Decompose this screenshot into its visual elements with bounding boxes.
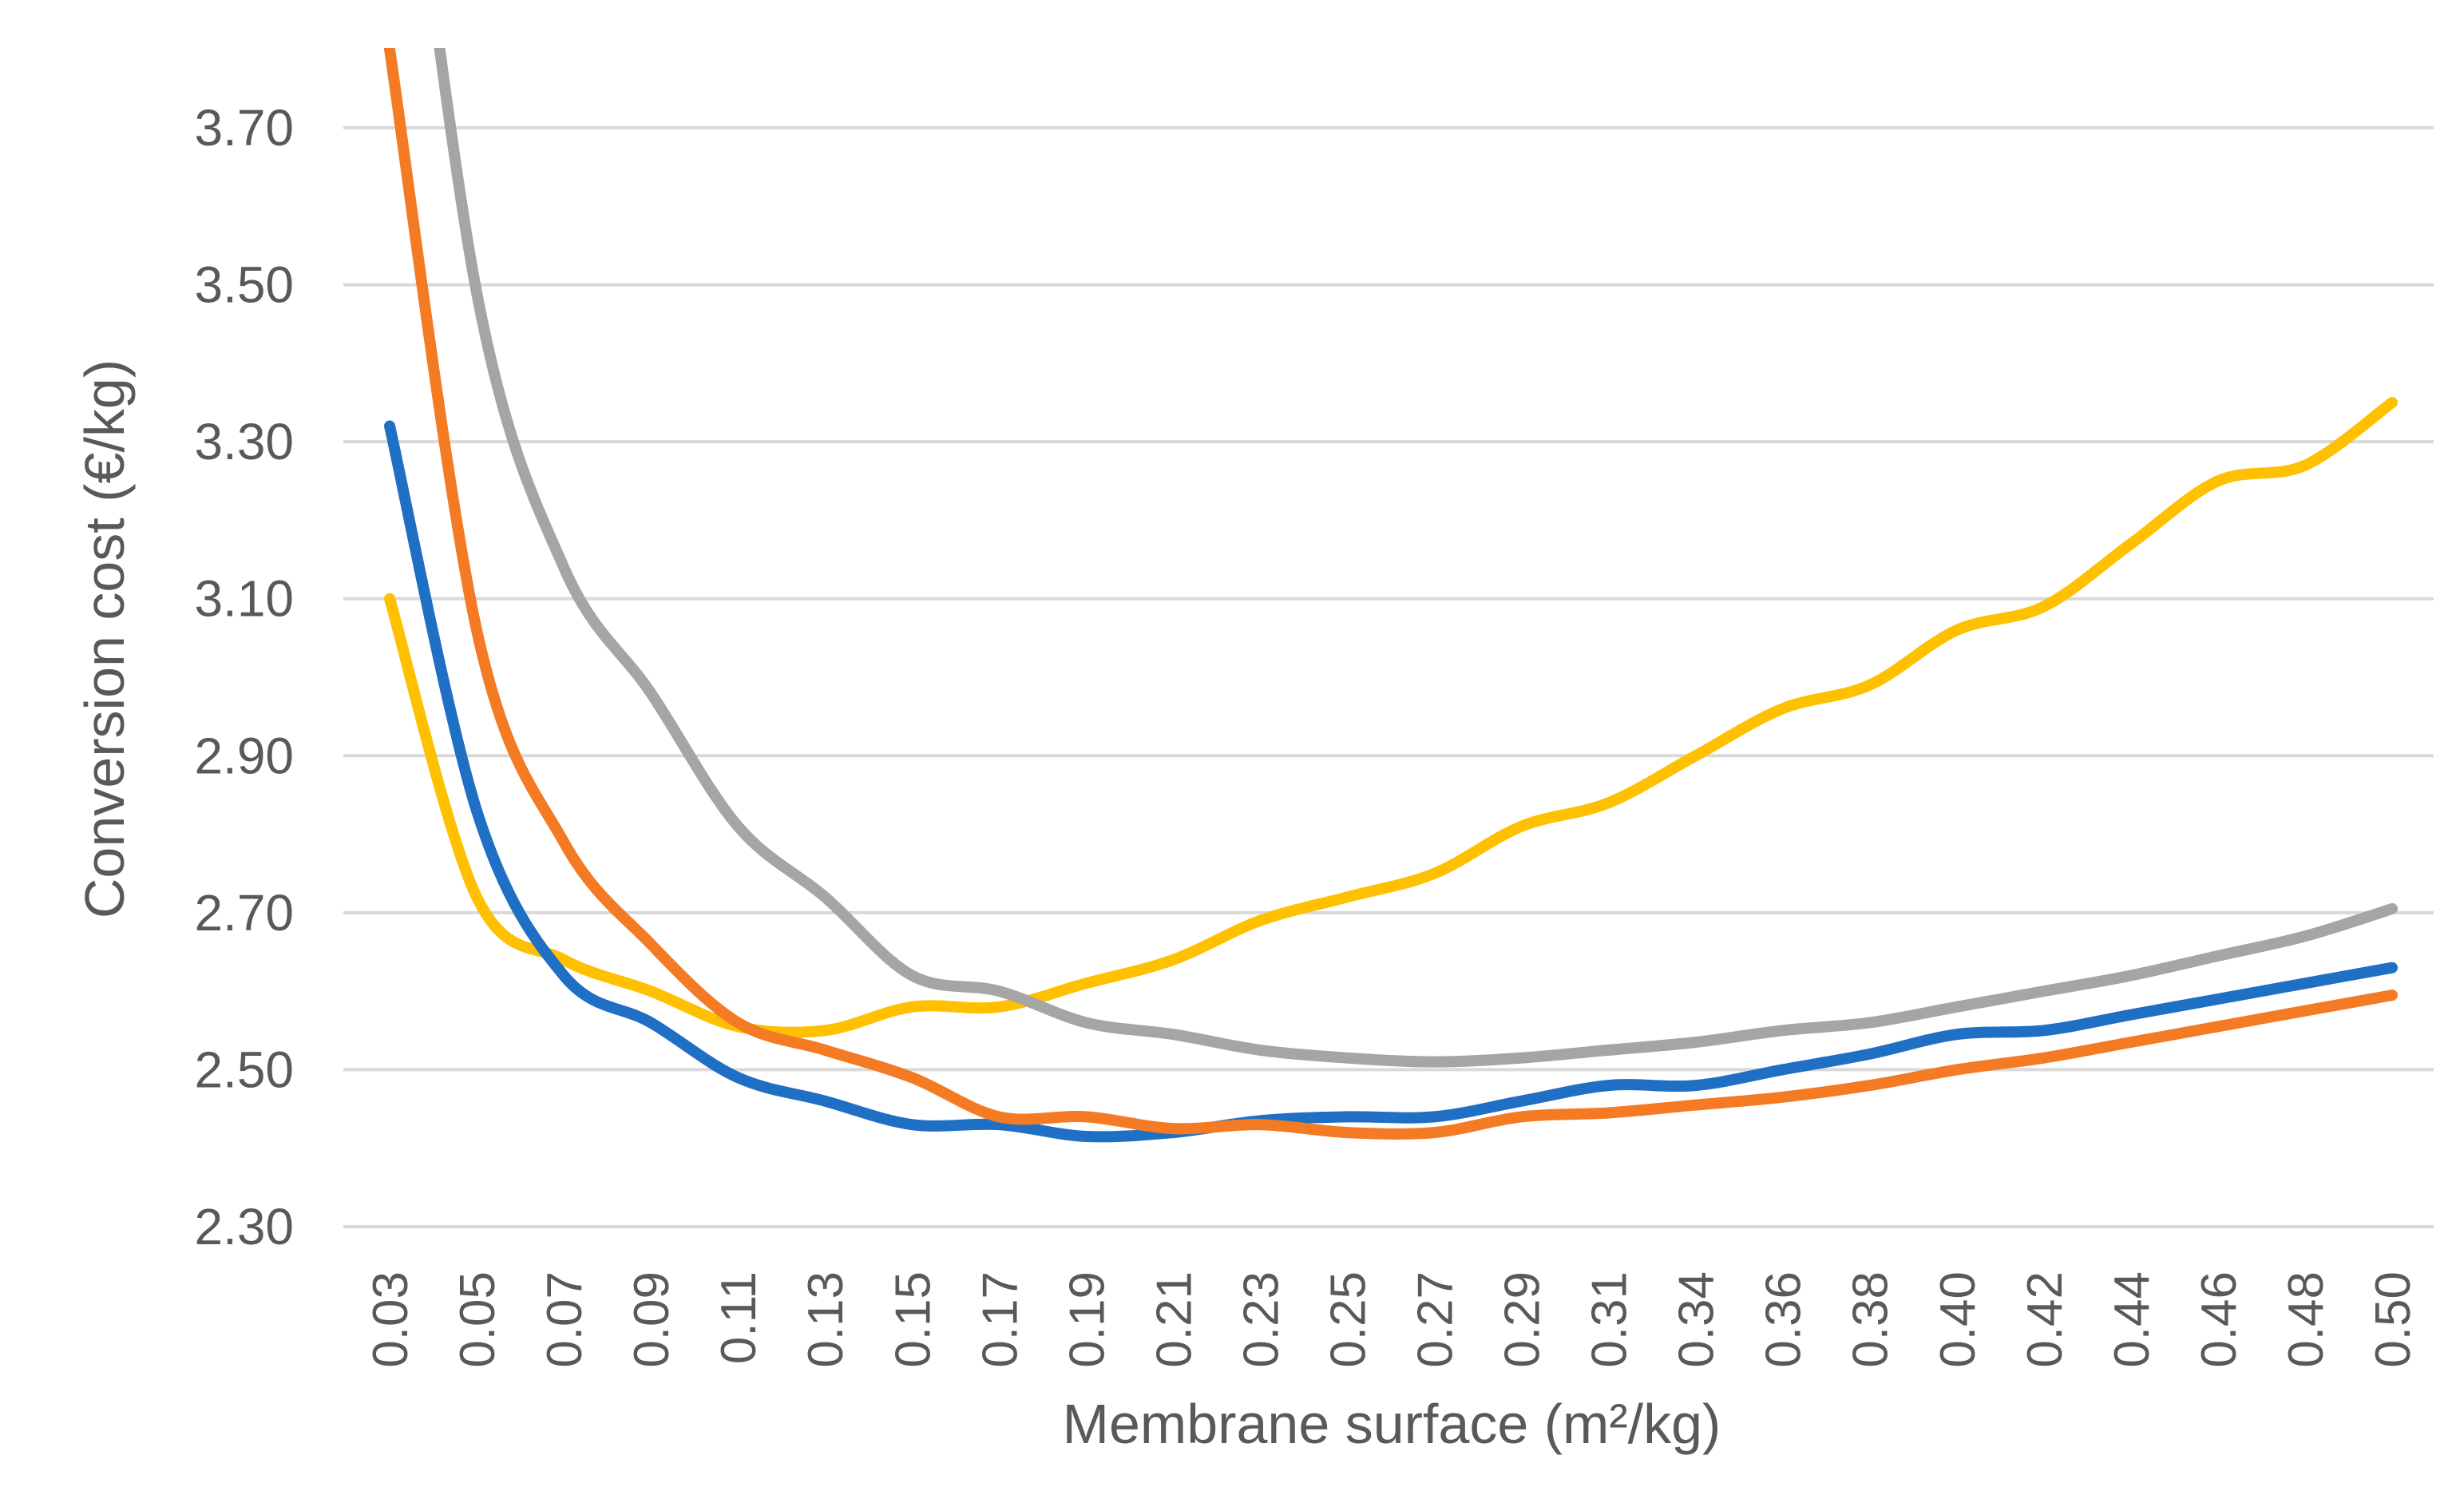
x-tick-label: 0.15 xyxy=(885,1271,941,1368)
x-tick-label: 0.48 xyxy=(2279,1271,2334,1368)
y-tick-label: 3.50 xyxy=(194,256,294,314)
x-tick-label: 0.13 xyxy=(798,1271,854,1368)
x-tick-label: 0.40 xyxy=(1931,1271,1986,1368)
x-tick-label: 0.09 xyxy=(624,1271,679,1368)
y-tick-label: 2.50 xyxy=(194,1041,294,1098)
x-tick-label: 0.46 xyxy=(2192,1271,2247,1368)
x-tick-label: 0.42 xyxy=(2018,1271,2073,1368)
x-tick-label: 0.27 xyxy=(1408,1271,1464,1368)
x-tick-label: 0.29 xyxy=(1495,1271,1551,1368)
x-axis-ticks: 0.03 0.05 0.07 0.09 0.11 0.13 0.15 0.17 0.19 0.21… xyxy=(363,1271,2421,1368)
y-axis-title: Conversion cost (€/kg) xyxy=(73,359,136,918)
x-tick-label: 0.07 xyxy=(537,1271,592,1368)
series-line-1 xyxy=(384,397,2398,1038)
x-tick-label: 0.38 xyxy=(1844,1271,1899,1368)
x-tick-label: 0.25 xyxy=(1321,1271,1376,1368)
series-lines xyxy=(384,48,2398,1143)
y-tick-label: 2.70 xyxy=(194,884,294,942)
x-tick-label: 0.11 xyxy=(711,1271,767,1364)
x-tick-label: 0.36 xyxy=(1757,1271,1812,1368)
x-tick-label: 0.19 xyxy=(1060,1271,1115,1368)
x-tick-label: 0.05 xyxy=(450,1271,505,1368)
x-tick-label: 0.44 xyxy=(2105,1271,2160,1368)
y-tick-label: 2.90 xyxy=(194,727,294,784)
y-tick-label: 3.10 xyxy=(194,570,294,628)
series-line-3 xyxy=(384,48,2398,1140)
x-tick-label: 0.03 xyxy=(363,1271,418,1368)
x-tick-label: 0.17 xyxy=(973,1271,1028,1368)
y-tick-label: 3.70 xyxy=(194,99,294,157)
y-axis-ticks: 2.30 2.50 2.70 2.90 3.10 3.30 3.50 3.70 xyxy=(194,99,294,1255)
x-tick-label: 0.21 xyxy=(1147,1271,1202,1368)
x-tick-label: 0.23 xyxy=(1234,1271,1289,1368)
x-tick-label: 0.31 xyxy=(1583,1271,1638,1368)
y-tick-label: 3.30 xyxy=(194,413,294,470)
x-tick-label: 0.34 xyxy=(1670,1271,1725,1368)
x-axis-title: Membrane surface (m²/kg) xyxy=(1063,1393,1721,1455)
y-tick-label: 2.30 xyxy=(194,1198,294,1255)
series-line-4 xyxy=(434,48,2398,1068)
x-tick-label: 0.50 xyxy=(2366,1271,2421,1368)
series-line-2 xyxy=(384,420,2398,1143)
